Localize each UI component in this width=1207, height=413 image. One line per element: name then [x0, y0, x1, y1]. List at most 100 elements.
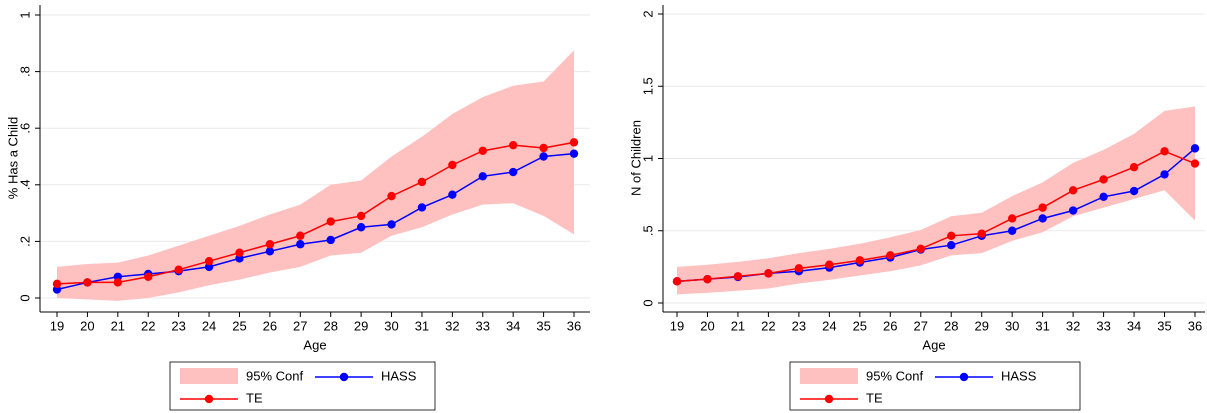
x-tick-label: 35 [1157, 318, 1171, 333]
legend-swatch [800, 368, 858, 384]
series-line [56, 152, 575, 291]
data-point [265, 240, 275, 249]
y-tick-label: .5 [640, 225, 655, 236]
x-axis-label: Age [922, 337, 945, 352]
data-point [326, 217, 335, 226]
x-tick-label: 27 [914, 318, 928, 333]
y-axis-label: N of Children [628, 120, 643, 196]
x-tick-label: 20 [80, 318, 94, 333]
x-tick-label: 32 [1066, 318, 1080, 333]
data-point [1190, 144, 1200, 153]
data-point [204, 257, 214, 266]
data-point [703, 274, 712, 284]
x-tick-label: 22 [761, 318, 775, 333]
y-tick-label: 1 [640, 155, 655, 162]
data-point [1038, 203, 1047, 212]
data-point [52, 279, 62, 289]
legend-marker [959, 372, 969, 382]
x-tick-label: 30 [1005, 318, 1019, 333]
x-tick-label: 21 [731, 318, 745, 333]
x-tick-label: 23 [792, 318, 806, 333]
x-tick-label: 29 [974, 318, 988, 333]
data-point [387, 191, 396, 201]
x-tick-label: 31 [1035, 318, 1049, 333]
confidence-band [677, 106, 1195, 295]
x-tick-label: 26 [263, 318, 277, 333]
data-point [977, 229, 986, 238]
data-point [539, 143, 548, 153]
x-tick-label: 32 [445, 318, 459, 333]
data-point [113, 278, 123, 287]
data-point [356, 223, 366, 232]
data-point [417, 177, 427, 187]
data-point [1099, 192, 1108, 201]
data-point [947, 241, 956, 250]
data-point [1007, 226, 1017, 235]
x-tick-label: 34 [1127, 318, 1141, 333]
x-tick-label: 27 [293, 318, 307, 333]
data-point [764, 269, 773, 278]
x-tick-label: 33 [1096, 318, 1110, 333]
legend-label: 95% Conf [246, 368, 303, 383]
data-point [144, 272, 153, 281]
y-tick-label: 0 [17, 294, 32, 301]
y-tick-label: 1.5 [640, 77, 655, 95]
legend-marker [339, 372, 349, 382]
x-tick-label: 31 [415, 318, 429, 333]
x-tick-label: 35 [536, 318, 550, 333]
data-point [448, 190, 457, 199]
data-point [417, 203, 427, 212]
series-line [676, 150, 1196, 283]
y-tick-label: .6 [17, 123, 32, 134]
x-tick-label: 25 [232, 318, 246, 333]
data-point [855, 256, 865, 265]
data-point [1068, 186, 1078, 195]
data-point [1190, 159, 1200, 168]
x-tick-label: 26 [883, 318, 897, 333]
data-point [1160, 147, 1169, 156]
x-tick-label: 30 [384, 318, 398, 333]
y-tick-label: .8 [17, 66, 32, 77]
x-tick-label: 29 [354, 318, 368, 333]
legend-marker [204, 394, 214, 404]
data-point [539, 152, 548, 161]
data-point [916, 244, 925, 254]
data-point [326, 235, 335, 245]
data-point [448, 160, 457, 170]
y-tick-label: 0 [640, 299, 655, 306]
x-tick-label: 23 [171, 318, 185, 333]
data-point [296, 240, 305, 249]
data-point [235, 248, 244, 257]
data-point [1099, 175, 1108, 184]
x-tick-label: 28 [944, 318, 958, 333]
x-tick-label: 33 [476, 318, 490, 333]
data-point [1129, 162, 1139, 172]
legend-label: TE [866, 390, 883, 405]
data-point [265, 247, 275, 256]
data-point [947, 231, 956, 241]
data-point [508, 140, 518, 150]
data-point [1038, 214, 1047, 223]
legend-label: HASS [381, 368, 417, 383]
data-point [1129, 186, 1139, 196]
y-tick-label: .4 [17, 179, 32, 190]
data-point [569, 138, 579, 147]
data-point [174, 265, 183, 274]
data-point [508, 167, 518, 177]
data-point [83, 278, 92, 287]
data-point [387, 220, 396, 229]
legend-swatch [180, 368, 238, 384]
data-point [886, 251, 895, 260]
data-point [672, 277, 682, 286]
x-tick-label: 21 [111, 318, 125, 333]
x-axis-label: Age [303, 337, 326, 352]
x-tick-label: 34 [506, 318, 520, 333]
x-tick-label: 28 [323, 318, 337, 333]
data-point [356, 211, 366, 221]
data-point [296, 231, 305, 240]
data-point [478, 172, 487, 181]
x-tick-label: 36 [567, 318, 581, 333]
x-tick-label: 22 [141, 318, 155, 333]
legend-label: TE [246, 390, 263, 405]
data-point [478, 146, 487, 156]
